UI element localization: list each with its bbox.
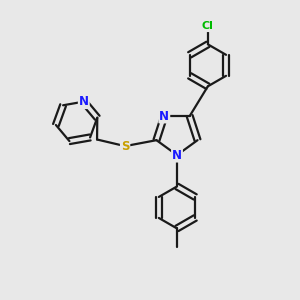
Text: N: N bbox=[172, 148, 182, 162]
Text: N: N bbox=[79, 95, 89, 108]
Text: S: S bbox=[121, 140, 129, 153]
Text: Cl: Cl bbox=[202, 21, 214, 31]
Text: N: N bbox=[159, 110, 169, 122]
